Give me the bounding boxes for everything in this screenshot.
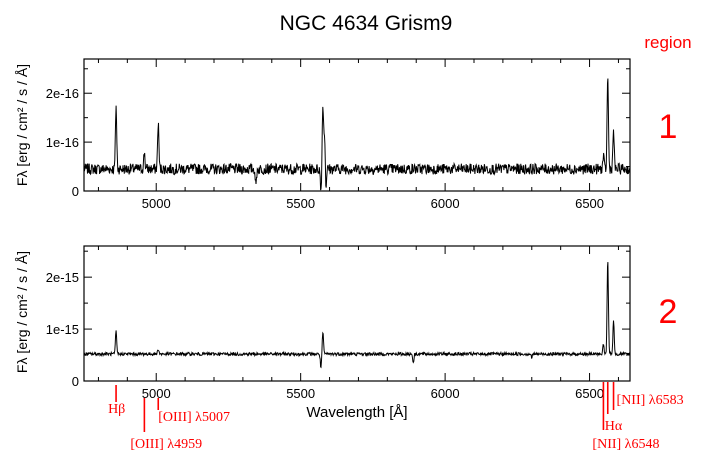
panel-2-y-tick-label: 0 xyxy=(72,374,79,389)
emission-marker-label: [OIII] λ5007 xyxy=(158,410,230,425)
panel-2-x-tick-label: 5500 xyxy=(286,386,315,401)
panel-1-frame xyxy=(83,58,631,192)
panel-1-spectrum-line xyxy=(83,78,631,191)
region-2-label: 2 xyxy=(659,293,678,331)
panel-1-x-tick-label: 6000 xyxy=(431,196,460,211)
emission-marker-label: [OIII] λ4959 xyxy=(130,437,202,452)
panel-1-y-tick-label: 0 xyxy=(72,184,79,199)
panel-2-x-tick-label: 6000 xyxy=(431,386,460,401)
panel-1-y-tick-label: 2e-16 xyxy=(46,86,79,101)
panel-2-x-tick-label: 5000 xyxy=(142,386,171,401)
panel-2-y-axis-label: Fλ [erg / cm² / s / Å] xyxy=(14,251,30,373)
panel-1-y-axis-label: Fλ [erg / cm² / s / Å] xyxy=(14,64,30,186)
region-legend-title: region xyxy=(644,33,691,52)
panel-2-x-tick-label: 6500 xyxy=(575,386,604,401)
panel-1-y-tick-label: 1e-16 xyxy=(46,135,79,150)
panel-2-spectrum-line xyxy=(83,262,631,369)
emission-marker-label: Hα xyxy=(605,419,623,434)
panel-1-x-tick-label: 6500 xyxy=(575,196,604,211)
panel-region-1: 1 Fλ [erg / cm² / s / Å] 5000 5500 6000 650… xyxy=(14,58,678,211)
panel-region-2: 2 Fλ [erg / cm² / s / Å] 5000 5500 6000 650… xyxy=(14,245,678,401)
emission-marker-label: [NII] λ6548 xyxy=(592,437,659,452)
emission-line-markers: Hβ [OIII] λ4959 [OIII] λ5007 [NII] λ6548 Hα [… xyxy=(108,382,684,452)
panel-2-y-tick-label: 1e-15 xyxy=(46,322,79,337)
panel-1-x-tick-label: 5500 xyxy=(286,196,315,211)
figure-title: NGC 4634 Grism9 xyxy=(280,12,453,35)
panel-1-x-tick-label: 5000 xyxy=(142,196,171,211)
emission-marker-label: [NII] λ6583 xyxy=(617,393,684,408)
panel-2-y-tick-label: 2e-15 xyxy=(46,270,79,285)
emission-marker-label: Hβ xyxy=(108,402,125,417)
x-axis-label: Wavelength [Å] xyxy=(306,404,407,421)
region-1-label: 1 xyxy=(659,108,678,146)
panel-2-frame xyxy=(83,245,631,382)
